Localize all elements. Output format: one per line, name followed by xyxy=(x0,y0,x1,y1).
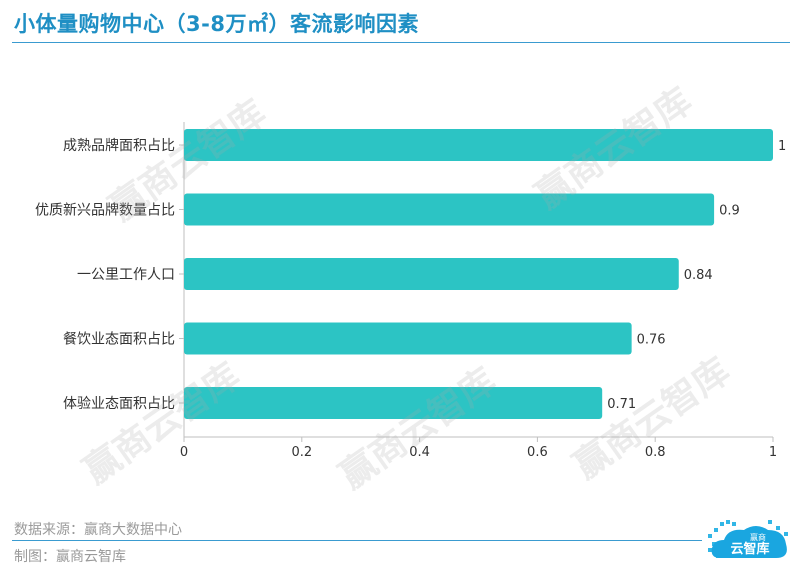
data-source-note: 数据来源：赢商大数据中心 xyxy=(14,522,182,538)
category-label: 优质新兴品牌数量占比 xyxy=(35,202,175,219)
x-tick-label: 0.8 xyxy=(645,445,666,460)
logo-text-main: 云智库 xyxy=(730,541,769,557)
logo-text-top: 赢商 xyxy=(750,532,766,542)
bar xyxy=(184,193,715,226)
bar xyxy=(184,129,773,161)
x-tick-label: 1 xyxy=(769,445,777,460)
x-tick-label: 0 xyxy=(180,445,188,460)
data-label: 1 xyxy=(778,139,786,154)
bar xyxy=(184,258,679,290)
data-label: 0.76 xyxy=(637,333,666,348)
title-divider xyxy=(12,42,790,43)
brand-logo: 赢商 云智库 xyxy=(708,520,788,558)
chart-title: 小体量购物中心（3-8万㎡）客流影响因素 xyxy=(14,12,419,36)
category-label: 体验业态面积占比 xyxy=(63,396,175,412)
category-label: 餐饮业态面积占比 xyxy=(63,332,175,348)
footer-divider xyxy=(12,540,702,541)
x-tick-label: 0.4 xyxy=(409,445,430,460)
category-label: 一公里工作人口 xyxy=(77,267,175,283)
data-label: 0.9 xyxy=(719,204,740,219)
bar xyxy=(184,387,603,419)
bar xyxy=(184,322,632,355)
data-label: 0.71 xyxy=(607,397,636,412)
data-label: 0.84 xyxy=(684,268,713,283)
x-tick-label: 0.2 xyxy=(291,445,312,460)
chart-maker-note: 制图：赢商云智库 xyxy=(14,549,126,565)
category-label: 成熟品牌面积占比 xyxy=(63,137,175,154)
x-tick-label: 0.6 xyxy=(527,445,548,460)
